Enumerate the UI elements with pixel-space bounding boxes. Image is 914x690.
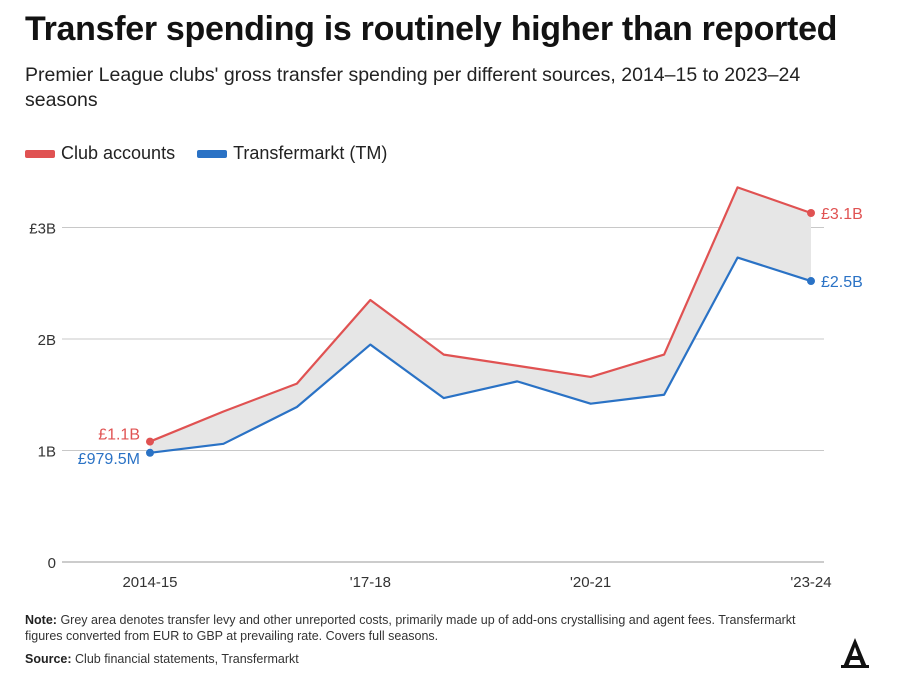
source-text: Club financial statements, Transfermarkt (75, 652, 299, 666)
y-tick-label: 1B (38, 444, 56, 461)
data-points (146, 209, 815, 457)
series-line-club (149, 186, 812, 443)
athletic-logo-icon (841, 638, 869, 668)
legend-label-club: Club accounts (61, 143, 176, 163)
y-tick-label: £3B (29, 221, 56, 238)
legend-swatch-tm (197, 149, 228, 158)
legend: Club accounts Transfermarkt (TM) (25, 143, 409, 164)
grid-lines (62, 227, 824, 563)
series-lines (149, 186, 812, 454)
chart-subtitle: Premier League clubs' gross transfer spe… (25, 64, 801, 111)
point-club-9 (807, 209, 815, 218)
data-label-tm-9: £2.5B (821, 274, 863, 291)
chart-title: Transfer spending is routinely higher th… (25, 10, 838, 48)
tick-labels: 0 1B 2B £3B 2014-15 '17-18 '20-21 '23-24 (29, 221, 831, 592)
source: Source: Club financial statements, Trans… (25, 652, 299, 666)
data-labels: £1.1B £979.5M £3.1B £2.5B (78, 206, 863, 468)
point-club-0 (146, 437, 154, 446)
gap-area (150, 187, 811, 453)
legend-item-tm: Transfermarkt (TM) (197, 143, 387, 164)
x-tick-label: '23-24 (790, 574, 831, 591)
point-tm-9 (807, 277, 815, 286)
source-label: Source: (25, 652, 72, 666)
x-tick-label: '17-18 (350, 574, 391, 591)
legend-swatch-club (25, 149, 55, 158)
legend-item-club: Club accounts (25, 143, 175, 164)
y-tick-label: 2B (38, 332, 56, 349)
point-tm-0 (146, 448, 154, 457)
data-label-club-9: £3.1B (821, 206, 863, 223)
y-tick-label: 0 (48, 555, 56, 572)
data-label-tm-0: £979.5M (78, 451, 140, 468)
series-line-tm (149, 256, 812, 454)
x-tick-label: 2014-15 (122, 574, 177, 591)
note: Note: Grey area denotes transfer levy an… (25, 612, 835, 644)
data-label-club-0: £1.1B (98, 427, 140, 444)
x-tick-label: '20-21 (570, 574, 611, 591)
note-text: Grey area denotes transfer levy and othe… (25, 613, 796, 643)
note-label: Note: (25, 613, 57, 627)
legend-label-tm: Transfermarkt (TM) (233, 143, 388, 163)
